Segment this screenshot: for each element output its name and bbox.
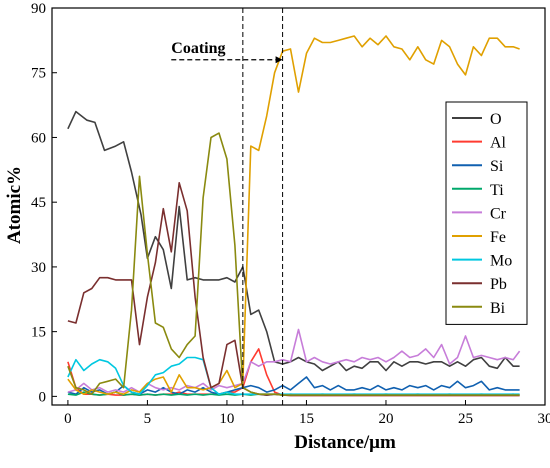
y-tick-label: 0 xyxy=(39,389,47,405)
x-tick-label: 15 xyxy=(299,411,314,427)
y-tick-label: 30 xyxy=(31,260,46,276)
y-tick-label: 60 xyxy=(31,130,46,146)
legend-label-al: Al xyxy=(490,135,507,152)
series-layer xyxy=(67,35,521,397)
legend-label-pb: Pb xyxy=(490,276,507,293)
x-tick-label: 0 xyxy=(64,411,72,427)
y-axis-title: Atomic% xyxy=(4,166,25,244)
x-tick-label: 10 xyxy=(219,411,234,427)
x-axis-title: Distance/μm xyxy=(294,432,396,453)
series-line-si xyxy=(67,376,520,396)
plot-area-border xyxy=(51,7,546,406)
legend-label-cr: Cr xyxy=(490,205,507,222)
x-tick-label: 5 xyxy=(144,411,152,427)
y-tick-label: 45 xyxy=(31,195,46,211)
series-line-al xyxy=(67,348,520,397)
legend-label-fe: Fe xyxy=(490,229,506,246)
coating-arrowhead xyxy=(275,56,283,64)
plot-frame xyxy=(51,7,546,406)
series-line-fe xyxy=(67,35,520,396)
legend-label-o: O xyxy=(490,111,502,128)
x-tick-label: 30 xyxy=(538,411,550,427)
y-tick-label: 75 xyxy=(31,66,46,82)
series-line-bi xyxy=(67,132,520,396)
legend-label-si: Si xyxy=(490,158,504,175)
legend-label-mo: Mo xyxy=(490,253,512,270)
series-line-mo xyxy=(67,356,520,396)
y-tick-label: 90 xyxy=(31,1,46,17)
axis-ticks: 0 5 10 15 20 25 30 0 15 30 45 60 75 90 xyxy=(31,1,550,427)
annotation-layer: Coating xyxy=(171,8,284,405)
y-tick-label: 15 xyxy=(31,325,46,341)
coating-label: Coating xyxy=(171,40,225,57)
x-tick-label: 25 xyxy=(458,411,473,427)
legend-label-bi: Bi xyxy=(490,300,506,317)
series-line-o xyxy=(67,110,520,372)
legend: O Al Si Ti Cr Fe Mo Pb Bi xyxy=(445,101,528,325)
x-tick-label: 20 xyxy=(378,411,393,427)
legend-label-ti: Ti xyxy=(490,182,504,199)
